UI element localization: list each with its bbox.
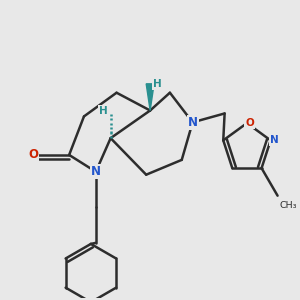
Polygon shape	[146, 84, 154, 110]
Text: O: O	[245, 118, 254, 128]
Text: H: H	[99, 106, 108, 116]
Text: N: N	[188, 116, 198, 129]
Text: N: N	[270, 135, 279, 145]
Text: H: H	[153, 79, 161, 89]
Text: N: N	[91, 165, 101, 178]
Text: O: O	[28, 148, 38, 161]
Text: CH₃: CH₃	[280, 201, 297, 210]
